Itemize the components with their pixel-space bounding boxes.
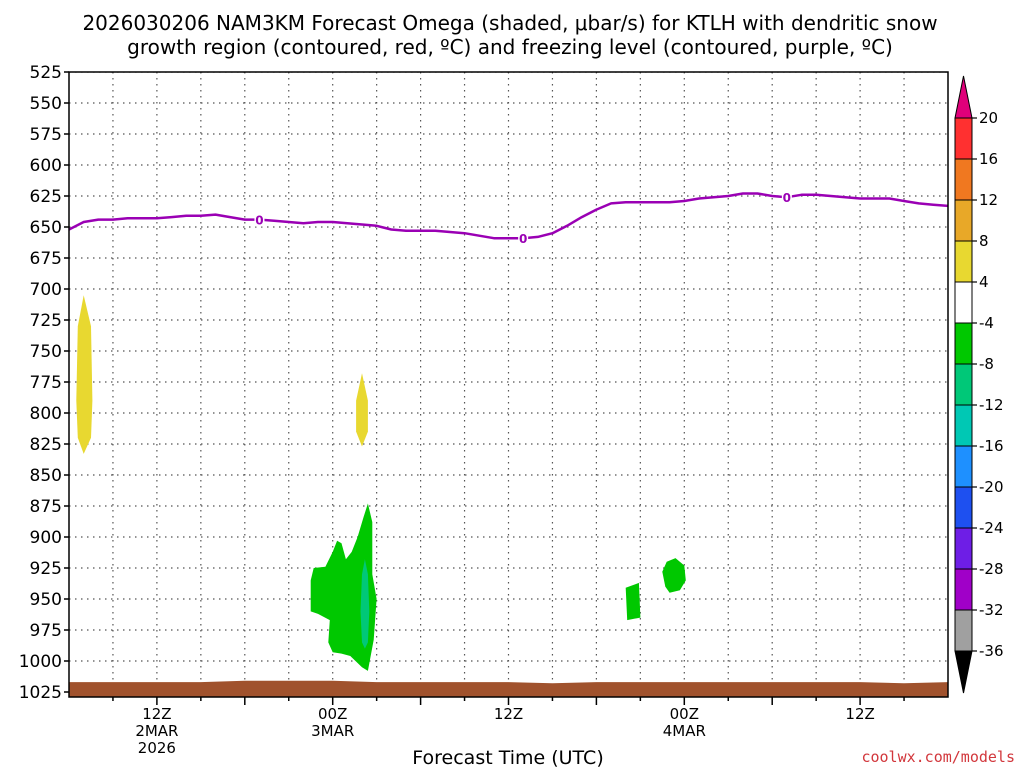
x-tick-label: 12Z (845, 705, 874, 723)
x-axis-title: Forecast Time (UTC) (412, 747, 603, 768)
y-tick-label: 1000 (19, 652, 62, 672)
y-tick-label: 775 (30, 373, 62, 393)
colorbar-swatch (954, 404, 973, 447)
grid (69, 72, 948, 697)
colorbar-swatch (954, 322, 973, 365)
plot-content: 0 0 0 (69, 72, 948, 697)
colorbar-swatch (954, 568, 973, 611)
colorbar-tick-label: -32 (979, 601, 1004, 619)
colorbar-swatch (954, 445, 973, 488)
y-tick-label: 675 (30, 249, 62, 269)
x-tick-label: 00Z (318, 705, 347, 723)
y-tick-label: 575 (30, 125, 62, 145)
omega-shade-2 (310, 503, 377, 671)
y-tick-label: 950 (30, 590, 62, 610)
colorbar-swatch (954, 240, 973, 283)
y-tick-label: 850 (30, 466, 62, 486)
y-tick-label: 750 (30, 342, 62, 362)
y-tick-label: 975 (30, 621, 62, 641)
omega-shade-1 (356, 373, 368, 447)
y-tick-label: 725 (30, 311, 62, 331)
colorbar-tick-label: 4 (979, 273, 989, 291)
colorbar-bottom-arrow (954, 650, 973, 694)
colorbar-tick-label: -24 (979, 519, 1004, 537)
y-tick-label: 875 (30, 497, 62, 517)
colorbar-swatch (954, 527, 973, 570)
colorbar-tick-label: 8 (979, 232, 989, 250)
y-tick-label: 550 (30, 94, 62, 114)
colorbar-tick-label: 20 (979, 109, 998, 127)
omega-shade-3 (360, 559, 370, 649)
x-tick-label: 4MAR (663, 722, 706, 740)
colorbar-tick-label: 16 (979, 150, 998, 168)
freezing-level-label: 0 (783, 191, 791, 205)
colorbar-swatch (954, 609, 973, 652)
colorbar: 20 16 12 8 4 -4 -8 -12 -16 -20 -24 -28 -32 -36 (954, 75, 1004, 694)
x-tick-label: 12Z (494, 705, 523, 723)
freezing-label-bg (518, 231, 529, 246)
y-tick-label: 650 (30, 218, 62, 238)
x-tick-label: 2MAR (135, 722, 178, 740)
freezing-level-label: 0 (255, 214, 263, 228)
freezing-label-bg (781, 190, 792, 205)
colorbar-swatch (954, 158, 973, 201)
credit-text: coolwx.com/models (861, 748, 1015, 766)
y-tick-label: 525 (30, 63, 62, 83)
freezing-level-label: 0 (519, 232, 527, 246)
colorbar-tick-label: -20 (979, 478, 1004, 496)
chart-title-line1: 2026030206 NAM3KM Forecast Omega (shaded… (82, 11, 937, 35)
colorbar-tick-label: -4 (979, 314, 994, 332)
colorbar-swatch (954, 281, 973, 324)
freezing-level-line (69, 192, 948, 240)
freezing-label-bg (254, 212, 265, 227)
x-tick-label: 2026 (138, 739, 176, 757)
x-tick-label: 3MAR (311, 722, 354, 740)
colorbar-tick-label: 12 (979, 191, 998, 209)
y-tick-label: 600 (30, 156, 62, 176)
x-tick-label: 12Z (142, 705, 171, 723)
omega-shade-4 (625, 582, 641, 621)
colorbar-top-arrow (954, 75, 973, 119)
colorbar-tick-label: -16 (979, 437, 1004, 455)
y-tick-label: 625 (30, 187, 62, 207)
y-axis: 525 550 575 600 625 650 675 700 725 750 775 800 825 8… (19, 63, 69, 703)
colorbar-swatch (954, 363, 973, 406)
omega-shade-5 (662, 558, 686, 593)
colorbar-swatch (954, 199, 973, 242)
colorbar-tick-label: -28 (979, 560, 1004, 578)
chart-title-line2: growth region (contoured, red, ºC) and f… (127, 35, 893, 59)
y-tick-label: 700 (30, 280, 62, 300)
ground-surface (69, 680, 948, 697)
colorbar-tick-label: -8 (979, 355, 994, 373)
omega-shade-0 (76, 295, 93, 454)
colorbar-swatch (954, 486, 973, 529)
y-tick-label: 1025 (19, 683, 62, 703)
colorbar-tick-label: -12 (979, 396, 1004, 414)
y-tick-label: 800 (30, 404, 62, 424)
y-tick-label: 900 (30, 528, 62, 548)
plot-area: 0 0 0 (68, 71, 949, 698)
y-tick-label: 825 (30, 435, 62, 455)
x-tick-label: 00Z (670, 705, 699, 723)
colorbar-swatch (954, 117, 973, 160)
colorbar-tick-label: -36 (979, 642, 1004, 660)
y-tick-label: 925 (30, 559, 62, 579)
